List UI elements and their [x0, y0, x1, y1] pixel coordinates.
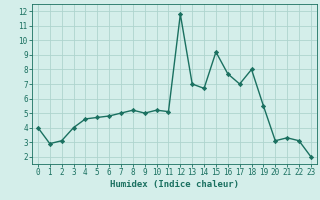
X-axis label: Humidex (Indice chaleur): Humidex (Indice chaleur)	[110, 180, 239, 189]
